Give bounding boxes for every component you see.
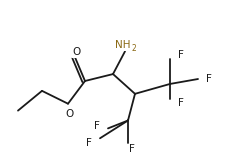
Text: 2: 2 [131, 44, 136, 53]
Text: F: F [177, 50, 183, 60]
Text: F: F [86, 138, 92, 148]
Text: F: F [205, 74, 211, 84]
Text: O: O [73, 47, 81, 57]
Text: F: F [94, 121, 100, 131]
Text: NH: NH [115, 40, 130, 50]
Text: O: O [65, 108, 74, 119]
Text: F: F [177, 98, 183, 108]
Text: F: F [128, 144, 134, 154]
